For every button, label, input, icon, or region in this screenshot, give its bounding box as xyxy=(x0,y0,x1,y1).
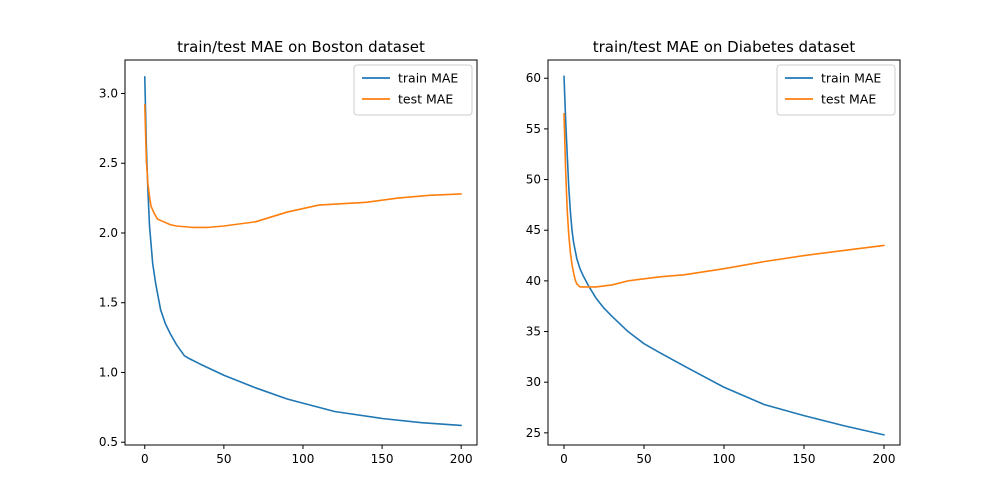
y-tick-label: 2.5 xyxy=(99,156,118,170)
y-tick-label: 0.5 xyxy=(99,435,118,449)
y-tick-label: 35 xyxy=(526,325,541,339)
x-tick-label: 150 xyxy=(371,452,394,466)
y-tick-label: 1.0 xyxy=(99,365,118,379)
diabetes-chart-panel: train/test MAE on Diabetes dataset 0 50 10… xyxy=(526,38,901,466)
legend: train MAE test MAE xyxy=(353,64,473,116)
x-tick-label: 200 xyxy=(873,452,896,466)
plot-frame xyxy=(124,59,478,446)
series-line-test-mae xyxy=(143,103,462,229)
y-tick-label: 2.0 xyxy=(99,226,118,240)
series-line-train-mae xyxy=(563,75,885,436)
y-tick-label: 60 xyxy=(526,71,541,85)
chart-title: train/test MAE on Boston dataset xyxy=(177,38,425,56)
x-tick-label: 100 xyxy=(713,452,736,466)
legend-label: test MAE xyxy=(821,92,876,107)
x-tick-label: 50 xyxy=(216,452,231,466)
series-layer xyxy=(143,75,462,427)
y-axis: 25 30 35 40 45 50 55 60 xyxy=(526,71,548,440)
x-tick-label: 50 xyxy=(636,452,651,466)
series-layer xyxy=(563,75,885,436)
legend-label: train MAE xyxy=(398,71,458,86)
x-tick-label: 100 xyxy=(292,452,315,466)
x-tick-label: 150 xyxy=(793,452,816,466)
y-tick-label: 1.5 xyxy=(99,296,118,310)
y-tick-label: 25 xyxy=(526,426,541,440)
y-tick-label: 30 xyxy=(526,375,541,389)
x-tick-label: 0 xyxy=(141,452,149,466)
x-tick-label: 0 xyxy=(560,452,568,466)
x-axis: 0 50 100 150 200 xyxy=(141,445,473,466)
y-tick-label: 3.0 xyxy=(99,86,118,100)
boston-chart-panel: train/test MAE on Boston dataset 0 50 100 1… xyxy=(99,38,478,466)
y-axis: 0.5 1.0 1.5 2.0 2.5 3.0 xyxy=(99,86,125,449)
legend: train MAE test MAE xyxy=(776,64,896,116)
series-line-train-mae xyxy=(143,75,462,427)
chart-title: train/test MAE on Diabetes dataset xyxy=(593,38,856,56)
legend-label: train MAE xyxy=(821,71,881,86)
y-tick-label: 45 xyxy=(526,223,541,237)
y-tick-label: 50 xyxy=(526,173,541,187)
legend-label: test MAE xyxy=(398,92,453,107)
x-tick-label: 200 xyxy=(450,452,473,466)
x-axis: 0 50 100 150 200 xyxy=(560,445,895,466)
y-tick-label: 55 xyxy=(526,122,541,136)
series-line-test-mae xyxy=(563,112,885,288)
y-tick-label: 40 xyxy=(526,274,541,288)
